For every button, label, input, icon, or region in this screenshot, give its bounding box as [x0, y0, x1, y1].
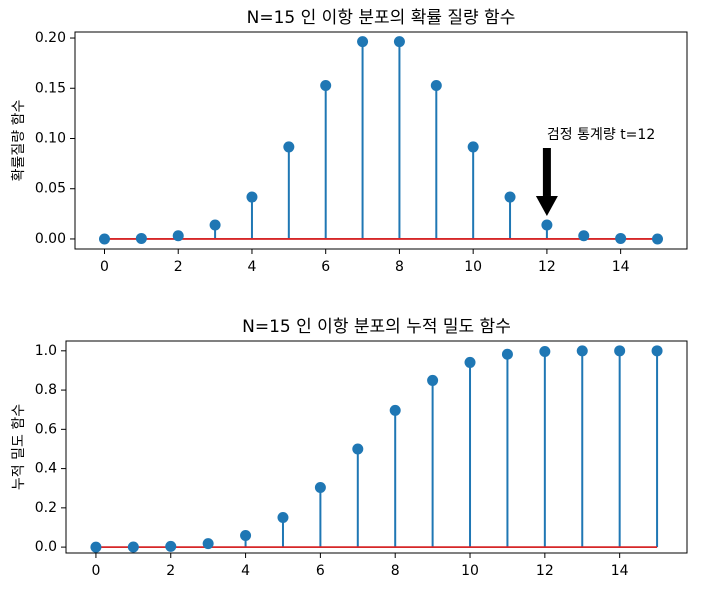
- data-point: [427, 374, 439, 386]
- x-tick-label: 10: [461, 563, 479, 579]
- chart-title: N=15 인 이항 분포의 확률 질량 함수: [247, 8, 516, 28]
- y-tick-label: 1.0: [35, 343, 57, 359]
- x-tick-label: 10: [464, 259, 482, 275]
- y-tick-label: 0.4: [35, 461, 57, 477]
- data-point: [504, 191, 516, 203]
- x-tick-label: 0: [100, 259, 109, 275]
- data-point: [172, 230, 184, 242]
- annotation-arrow-head: [535, 195, 558, 216]
- data-point: [357, 36, 369, 48]
- data-point: [576, 345, 588, 357]
- data-point: [240, 529, 252, 541]
- data-point: [467, 141, 479, 153]
- data-point: [539, 346, 551, 358]
- data-point: [135, 232, 147, 244]
- data-point: [652, 233, 664, 245]
- chart-title: N=15 인 이항 분포의 누적 밀도 함수: [242, 317, 511, 337]
- x-tick-label: 6: [321, 259, 330, 275]
- x-tick-label: 14: [612, 259, 630, 275]
- y-axis-label: 확률질량 함수: [11, 100, 27, 182]
- data-point: [464, 356, 476, 368]
- y-tick-label: 0.05: [35, 181, 66, 197]
- data-point: [320, 80, 332, 92]
- data-point: [90, 541, 102, 553]
- annotation-label: 검정 통계량 t=12: [547, 127, 655, 143]
- data-point: [578, 230, 590, 242]
- y-tick-label: 0.15: [35, 80, 66, 96]
- data-point: [615, 232, 627, 244]
- x-tick-label: 4: [241, 563, 250, 579]
- data-point: [314, 482, 326, 494]
- x-tick-label: 4: [248, 259, 257, 275]
- data-point: [651, 345, 663, 357]
- data-point: [352, 443, 364, 455]
- data-point: [614, 345, 626, 357]
- x-tick-label: 12: [538, 259, 556, 275]
- data-point: [127, 541, 139, 553]
- data-point: [98, 233, 110, 245]
- y-tick-label: 0.20: [35, 30, 66, 46]
- data-point: [389, 404, 401, 416]
- y-tick-label: 0.0: [35, 539, 57, 555]
- y-tick-label: 0.2: [35, 500, 57, 516]
- y-tick-label: 0.10: [35, 130, 66, 146]
- y-tick-label: 0.00: [35, 231, 66, 247]
- y-tick-label: 0.6: [35, 421, 57, 437]
- data-point: [430, 80, 442, 92]
- data-point: [501, 348, 513, 360]
- data-point: [393, 36, 405, 48]
- annotation-arrow-shaft: [542, 148, 551, 196]
- y-axis-label: 누적 밀도 함수: [11, 404, 27, 490]
- x-tick-label: 8: [395, 259, 404, 275]
- x-tick-label: 8: [391, 563, 400, 579]
- data-point: [165, 540, 177, 552]
- data-point: [277, 511, 289, 523]
- y-tick-label: 0.8: [35, 382, 57, 398]
- x-tick-label: 0: [91, 563, 100, 579]
- plot-frame: [74, 31, 688, 250]
- x-tick-label: 2: [174, 259, 183, 275]
- x-tick-label: 14: [611, 563, 629, 579]
- data-point: [246, 191, 258, 203]
- data-point: [283, 141, 295, 153]
- data-point: [541, 219, 553, 231]
- x-tick-label: 2: [166, 563, 175, 579]
- data-point: [209, 219, 221, 231]
- plot-frame: [65, 340, 688, 554]
- data-point: [202, 538, 214, 550]
- x-tick-label: 12: [536, 563, 554, 579]
- x-tick-label: 6: [316, 563, 325, 579]
